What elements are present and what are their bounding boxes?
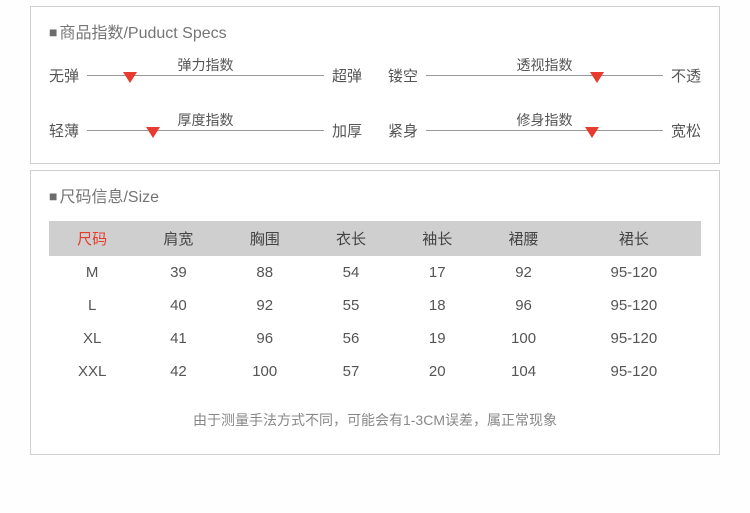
spec-left-label: 轻薄 xyxy=(49,120,79,141)
table-cell: 96 xyxy=(480,289,566,322)
table-cell: 95-120 xyxy=(567,289,701,322)
table-cell: M xyxy=(49,256,135,289)
spec-fit: 紧身 修身指数 宽松 xyxy=(388,120,701,141)
spec-name: 修身指数 xyxy=(517,110,573,130)
product-specs-section: 商品指数/Puduct Specs 无弹 弹力指数 超弹 镂空 透视指数 不透 xyxy=(30,6,720,164)
table-cell: 88 xyxy=(222,256,308,289)
table-cell: 95-120 xyxy=(567,355,701,388)
measurement-note: 由于测量手法方式不同，可能会有1-3CM误差，属正常现象 xyxy=(49,410,701,430)
size-table: 尺码 肩宽 胸围 衣长 袖长 裙腰 裙长 M398854179295-120L4… xyxy=(49,221,701,388)
spec-slider: 厚度指数 xyxy=(87,130,324,131)
specs-row-2: 轻薄 厚度指数 加厚 紧身 修身指数 宽松 xyxy=(49,120,701,141)
table-cell: 57 xyxy=(308,355,394,388)
col-waist: 裙腰 xyxy=(480,221,566,256)
slider-line xyxy=(426,130,663,131)
table-cell: 42 xyxy=(135,355,221,388)
table-row: M398854179295-120 xyxy=(49,256,701,289)
table-cell: 104 xyxy=(480,355,566,388)
table-cell: 96 xyxy=(222,322,308,355)
table-cell: 100 xyxy=(480,322,566,355)
spec-name: 弹力指数 xyxy=(177,55,233,75)
col-skirt: 裙长 xyxy=(567,221,701,256)
col-length: 衣长 xyxy=(308,221,394,256)
table-row: L409255189695-120 xyxy=(49,289,701,322)
slider-line xyxy=(87,75,324,76)
slider-marker-icon xyxy=(123,72,137,83)
specs-row-1: 无弹 弹力指数 超弹 镂空 透视指数 不透 xyxy=(49,65,701,86)
spec-slider: 修身指数 xyxy=(426,130,663,131)
table-cell: 95-120 xyxy=(567,256,701,289)
slider-marker-icon xyxy=(590,72,604,83)
spec-transparency: 镂空 透视指数 不透 xyxy=(388,65,701,86)
table-header-row: 尺码 肩宽 胸围 衣长 袖长 裙腰 裙长 xyxy=(49,221,701,256)
specs-title: 商品指数/Puduct Specs xyxy=(49,19,701,43)
table-cell: L xyxy=(49,289,135,322)
spec-name: 厚度指数 xyxy=(177,110,233,130)
col-bust: 胸围 xyxy=(222,221,308,256)
table-cell: 54 xyxy=(308,256,394,289)
table-row: XXL42100572010495-120 xyxy=(49,355,701,388)
table-cell: 92 xyxy=(222,289,308,322)
table-row: XL4196561910095-120 xyxy=(49,322,701,355)
slider-marker-icon xyxy=(585,127,599,138)
spec-left-label: 无弹 xyxy=(49,65,79,86)
slider-line xyxy=(87,130,324,131)
table-cell: 95-120 xyxy=(567,322,701,355)
spec-name: 透视指数 xyxy=(517,55,573,75)
slider-line xyxy=(426,75,663,76)
table-cell: 39 xyxy=(135,256,221,289)
table-cell: 19 xyxy=(394,322,480,355)
spec-right-label: 宽松 xyxy=(671,120,701,141)
table-cell: XXL xyxy=(49,355,135,388)
table-cell: 55 xyxy=(308,289,394,322)
table-cell: 40 xyxy=(135,289,221,322)
table-cell: 41 xyxy=(135,322,221,355)
table-cell: 92 xyxy=(480,256,566,289)
table-cell: 56 xyxy=(308,322,394,355)
spec-thickness: 轻薄 厚度指数 加厚 xyxy=(49,120,362,141)
spec-right-label: 加厚 xyxy=(332,120,362,141)
spec-right-label: 超弹 xyxy=(332,65,362,86)
spec-left-label: 镂空 xyxy=(388,65,418,86)
size-tbody: M398854179295-120L409255189695-120XL4196… xyxy=(49,256,701,388)
table-cell: 100 xyxy=(222,355,308,388)
slider-marker-icon xyxy=(146,127,160,138)
spec-left-label: 紧身 xyxy=(388,120,418,141)
spec-right-label: 不透 xyxy=(671,65,701,86)
table-cell: 18 xyxy=(394,289,480,322)
spec-slider: 透视指数 xyxy=(426,75,663,76)
col-size: 尺码 xyxy=(49,221,135,256)
table-cell: XL xyxy=(49,322,135,355)
table-cell: 17 xyxy=(394,256,480,289)
spec-elasticity: 无弹 弹力指数 超弹 xyxy=(49,65,362,86)
size-title: 尺码信息/Size xyxy=(49,183,701,207)
table-cell: 20 xyxy=(394,355,480,388)
col-sleeve: 袖长 xyxy=(394,221,480,256)
spec-slider: 弹力指数 xyxy=(87,75,324,76)
col-shoulder: 肩宽 xyxy=(135,221,221,256)
size-section: 尺码信息/Size 尺码 肩宽 胸围 衣长 袖长 裙腰 裙长 M39885417… xyxy=(30,170,720,455)
